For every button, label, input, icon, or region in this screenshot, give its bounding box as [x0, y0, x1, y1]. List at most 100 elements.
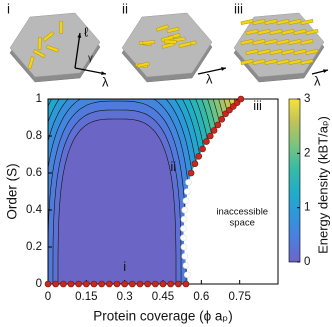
protein-rod	[161, 42, 175, 49]
x-tick-label: 0.45	[152, 291, 174, 303]
data-point	[52, 280, 59, 288]
protein-rod	[305, 28, 319, 36]
y-axis-label: Order (S)	[5, 163, 20, 219]
panel-label: ii	[122, 2, 128, 17]
protein-rod	[281, 28, 295, 36]
data-point	[144, 280, 151, 288]
protein-rod	[245, 28, 259, 36]
colorbar-tick-label: 2	[304, 147, 310, 159]
colorbar-tick-label: 3	[304, 93, 310, 105]
x-axis-label: Protein coverage (ϕ aₚ)	[93, 309, 232, 324]
data-point	[67, 280, 75, 288]
data-point	[203, 138, 210, 145]
axis-symbol: λ	[314, 73, 321, 88]
axis-symbol: γ	[88, 53, 93, 64]
protein-rod	[27, 56, 35, 70]
arrow-line	[197, 67, 227, 75]
y-tick-label: 0	[36, 278, 42, 290]
x-tick-label: 0	[45, 291, 51, 303]
data-point	[152, 280, 159, 288]
protein-rod	[293, 28, 307, 36]
data-point	[106, 280, 113, 288]
protein-rod	[166, 26, 180, 34]
protein-rod	[155, 24, 169, 32]
arrow-head	[221, 67, 226, 71]
protein-rod	[288, 38, 302, 46]
protein-rod	[252, 38, 266, 46]
data-point	[181, 252, 189, 260]
protein-rod	[32, 49, 46, 59]
data-point	[187, 169, 195, 177]
region-label: inaccessible	[216, 206, 268, 217]
protein-rod	[37, 37, 42, 50]
protein-rod	[240, 18, 254, 26]
data-point	[237, 95, 245, 103]
protein-rod	[264, 58, 278, 66]
protein-rod	[276, 18, 290, 26]
colorbar-tick-label: 1	[304, 202, 310, 214]
protein-rod	[252, 18, 266, 26]
y-tick-label: 0.4	[26, 204, 43, 216]
protein-rod	[46, 44, 59, 53]
data-point	[195, 153, 203, 160]
data-point	[182, 280, 190, 288]
arrow-head	[323, 69, 328, 74]
data-point	[182, 197, 190, 205]
data-point	[121, 280, 128, 288]
arrow-line	[74, 67, 107, 75]
protein-rod	[240, 38, 254, 46]
protein-rod	[59, 21, 63, 34]
data-point	[185, 178, 192, 186]
panel-label: iii	[234, 2, 243, 17]
protein-rod	[269, 48, 283, 56]
data-point	[214, 121, 222, 129]
data-point	[90, 280, 98, 288]
protein-rod	[300, 18, 314, 26]
panel-label: i	[7, 2, 10, 17]
colorbar	[288, 98, 301, 263]
annotation: iii	[253, 98, 262, 113]
colorbar-label: Energy density (kBT/aₚ)	[315, 116, 330, 254]
data-point	[191, 160, 199, 168]
y-tick-label: 0.6	[26, 167, 42, 179]
annotation: ii	[170, 159, 176, 174]
protein-rod	[288, 58, 302, 66]
protein-rod	[136, 61, 150, 68]
contour-level	[57, 118, 177, 284]
axis-symbol: ℓ	[84, 24, 89, 39]
data-point	[159, 280, 167, 288]
data-point	[183, 188, 191, 195]
data-point	[113, 280, 121, 288]
data-point	[182, 262, 190, 269]
protein-rod	[288, 18, 302, 26]
data-point	[167, 280, 174, 288]
data-point	[181, 206, 189, 214]
axis-symbol: λ	[102, 74, 109, 89]
protein-rod	[252, 58, 266, 66]
protein-rod	[264, 38, 278, 46]
x-tick-label: 0.6	[193, 291, 209, 303]
arrow-head	[101, 71, 106, 76]
data-point	[206, 132, 214, 140]
protein-rod	[276, 38, 290, 46]
protein-rod	[264, 18, 278, 26]
protein-rod	[305, 48, 319, 56]
arrow-line	[74, 32, 81, 69]
x-tick-label: 0.3	[117, 291, 133, 303]
protein-rod	[142, 40, 156, 45]
data-point	[83, 280, 90, 288]
data-point	[218, 116, 226, 123]
arrow-head	[77, 33, 82, 38]
y-tick-label: 0.2	[26, 241, 42, 253]
x-tick-label: 0.75	[228, 291, 250, 303]
protein-rod	[245, 48, 259, 56]
data-point	[98, 280, 105, 288]
protein-rod	[300, 38, 314, 46]
protein-rod	[276, 58, 290, 66]
annotation: i	[123, 259, 126, 274]
colorbar-tick-label: 0	[304, 256, 310, 268]
data-point	[60, 280, 67, 288]
